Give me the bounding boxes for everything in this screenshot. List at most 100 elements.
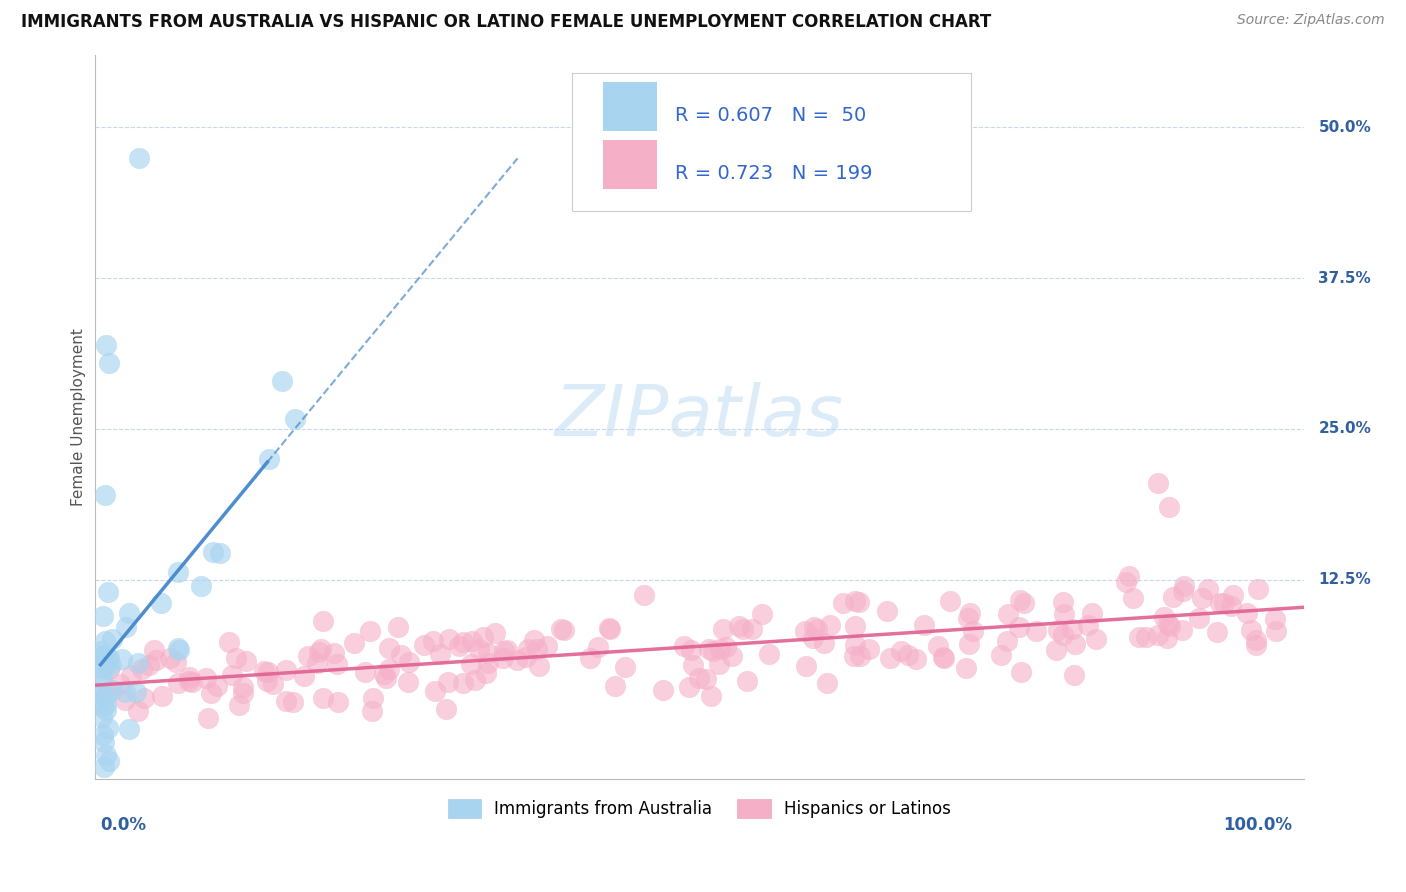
Point [890,644,912,658]
Point [97,584,120,599]
Point [1122,591,1144,606]
Point [1157,616,1180,631]
Point [957,636,980,650]
Point [97,754,120,768]
Point [962,624,984,639]
Point [150,596,173,610]
Point [453,634,475,648]
Point [281,695,304,709]
Point [96,747,118,762]
Point [678,680,700,694]
Point [496,643,519,657]
Point [697,642,720,657]
Point [758,648,780,662]
Point [735,674,758,689]
Point [1173,579,1195,593]
Point [100,657,122,672]
Point [1222,588,1244,602]
Point [114,684,136,698]
Point [91,655,114,669]
Point [1052,628,1074,642]
Point [150,689,173,703]
FancyBboxPatch shape [603,82,657,131]
Point [461,634,484,648]
Point [1128,630,1150,644]
Point [98,651,121,665]
Point [312,615,335,629]
Point [849,648,872,663]
Point [359,624,381,639]
Point [848,595,870,609]
Point [412,638,434,652]
Point [97,657,120,671]
Text: Source: ZipAtlas.com: Source: ZipAtlas.com [1237,13,1385,28]
Point [134,690,156,705]
Point [1188,611,1211,625]
Point [959,607,981,621]
Point [127,656,149,670]
Point [257,665,280,679]
Point [474,666,496,681]
Point [957,611,980,625]
Text: 12.5%: 12.5% [1319,572,1371,587]
Point [1115,574,1137,589]
Point [361,690,384,705]
Text: ZIPatlas: ZIPatlas [555,383,844,451]
Point [194,671,217,685]
Point [90,644,112,658]
Point [378,641,401,656]
Point [447,639,470,653]
Point [91,661,114,675]
Point [707,657,730,671]
Point [553,623,575,637]
Point [451,676,474,690]
Point [460,657,482,671]
Point [375,671,398,685]
Point [1171,623,1194,637]
Point [143,643,166,657]
Point [682,658,704,673]
Point [145,653,167,667]
Point [815,676,838,690]
Point [138,658,160,673]
Point [1045,643,1067,657]
Point [505,652,527,666]
Point [477,656,499,670]
Point [422,634,444,648]
Point [599,622,621,636]
Point [256,673,278,688]
Point [614,659,637,673]
Point [932,650,955,665]
Point [803,619,825,633]
Point [91,648,114,663]
Point [434,702,457,716]
Point [97,662,120,676]
Point [527,659,550,673]
Point [844,639,866,653]
Point [297,648,319,663]
Point [699,689,721,703]
Point [633,588,655,602]
Point [1135,630,1157,644]
Text: 100.0%: 100.0% [1223,816,1292,834]
Point [1084,632,1107,646]
Point [94,703,117,717]
Point [997,607,1019,621]
Point [927,639,949,653]
Point [695,672,717,686]
Point [728,619,751,633]
Point [436,675,458,690]
Point [354,665,377,680]
Point [377,662,399,676]
Point [492,650,515,665]
Point [342,636,364,650]
Point [1191,591,1213,606]
Point [468,642,491,657]
Point [516,641,538,656]
Point [117,722,139,736]
Point [276,664,298,678]
Point [1264,612,1286,626]
Point [1265,624,1288,638]
Point [91,728,114,742]
Point [110,676,132,690]
